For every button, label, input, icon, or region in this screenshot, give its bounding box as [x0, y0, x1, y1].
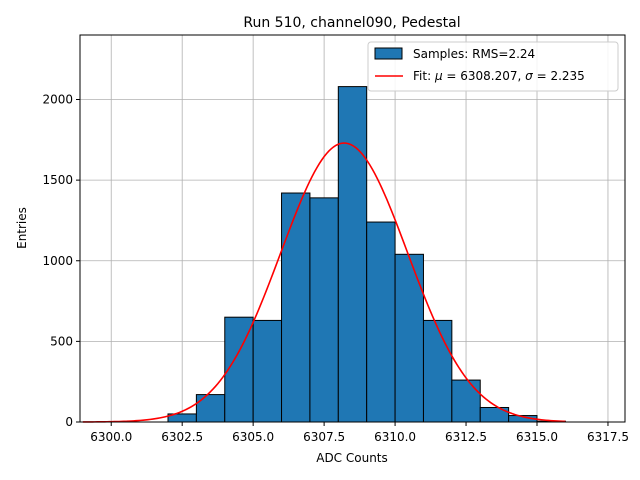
x-tick-label: 6315.0 [516, 430, 558, 444]
y-axis-ticks: 0 500 1000 1500 2000 [42, 93, 80, 429]
histogram-bar [309, 197, 339, 423]
histogram-bar [281, 192, 311, 423]
y-tick-label: 0 [65, 415, 73, 429]
x-axis-label: ADC Counts [316, 451, 388, 465]
legend-fit-sigma-value: = 2.235 [533, 69, 585, 83]
histogram-bar [451, 379, 481, 423]
legend-histogram-label: Samples: RMS=2.24 [413, 47, 535, 61]
x-tick-label: 6310.0 [374, 430, 416, 444]
y-tick-label: 1500 [42, 173, 73, 187]
histogram-bars [167, 86, 566, 423]
x-tick-label: 6305.0 [232, 430, 274, 444]
histogram-bar [195, 394, 226, 423]
x-tick-label: 6300.0 [90, 430, 132, 444]
plot-frame [79, 34, 626, 423]
x-tick-label: 6302.5 [161, 430, 203, 444]
histogram-bar [394, 253, 424, 423]
chart-title: Run 510, channel090, Pedestal [243, 15, 460, 31]
legend-fit-mu-value: = 6308.207, [443, 69, 526, 83]
y-tick-label: 1000 [42, 254, 73, 268]
legend-fit-label: Fit: μ = 6308.207, σ = 2.235 [413, 69, 585, 83]
y-tick-label: 2000 [42, 93, 73, 107]
y-tick-label: 500 [50, 334, 73, 348]
legend-fit-prefix: Fit: [413, 69, 435, 83]
legend-fit-mu-symbol: μ [434, 69, 443, 83]
legend-fit-sigma-symbol: σ [525, 69, 533, 83]
x-tick-label: 6307.5 [303, 430, 345, 444]
x-axis-ticks: 6300.0 6302.5 6305.0 6307.5 6310.0 6312.5 6315… [90, 422, 629, 444]
histogram-bar [337, 86, 368, 423]
legend-histogram-swatch [374, 47, 403, 60]
legend: Samples: RMS=2.24 Fit: μ = 6308.207, σ =… [367, 41, 619, 92]
histogram-bar [252, 319, 283, 423]
histogram-bar [366, 221, 396, 423]
legend-box [367, 41, 619, 92]
fit-curve [82, 142, 566, 423]
y-axis-label: Entries [15, 207, 29, 249]
histogram-bar [224, 316, 254, 423]
x-tick-label: 6317.5 [587, 430, 629, 444]
histogram-bar [422, 319, 453, 423]
x-tick-label: 6312.5 [445, 430, 487, 444]
